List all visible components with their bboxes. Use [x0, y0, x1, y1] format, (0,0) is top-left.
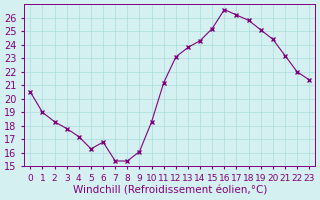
X-axis label: Windchill (Refroidissement éolien,°C): Windchill (Refroidissement éolien,°C) [73, 186, 267, 196]
